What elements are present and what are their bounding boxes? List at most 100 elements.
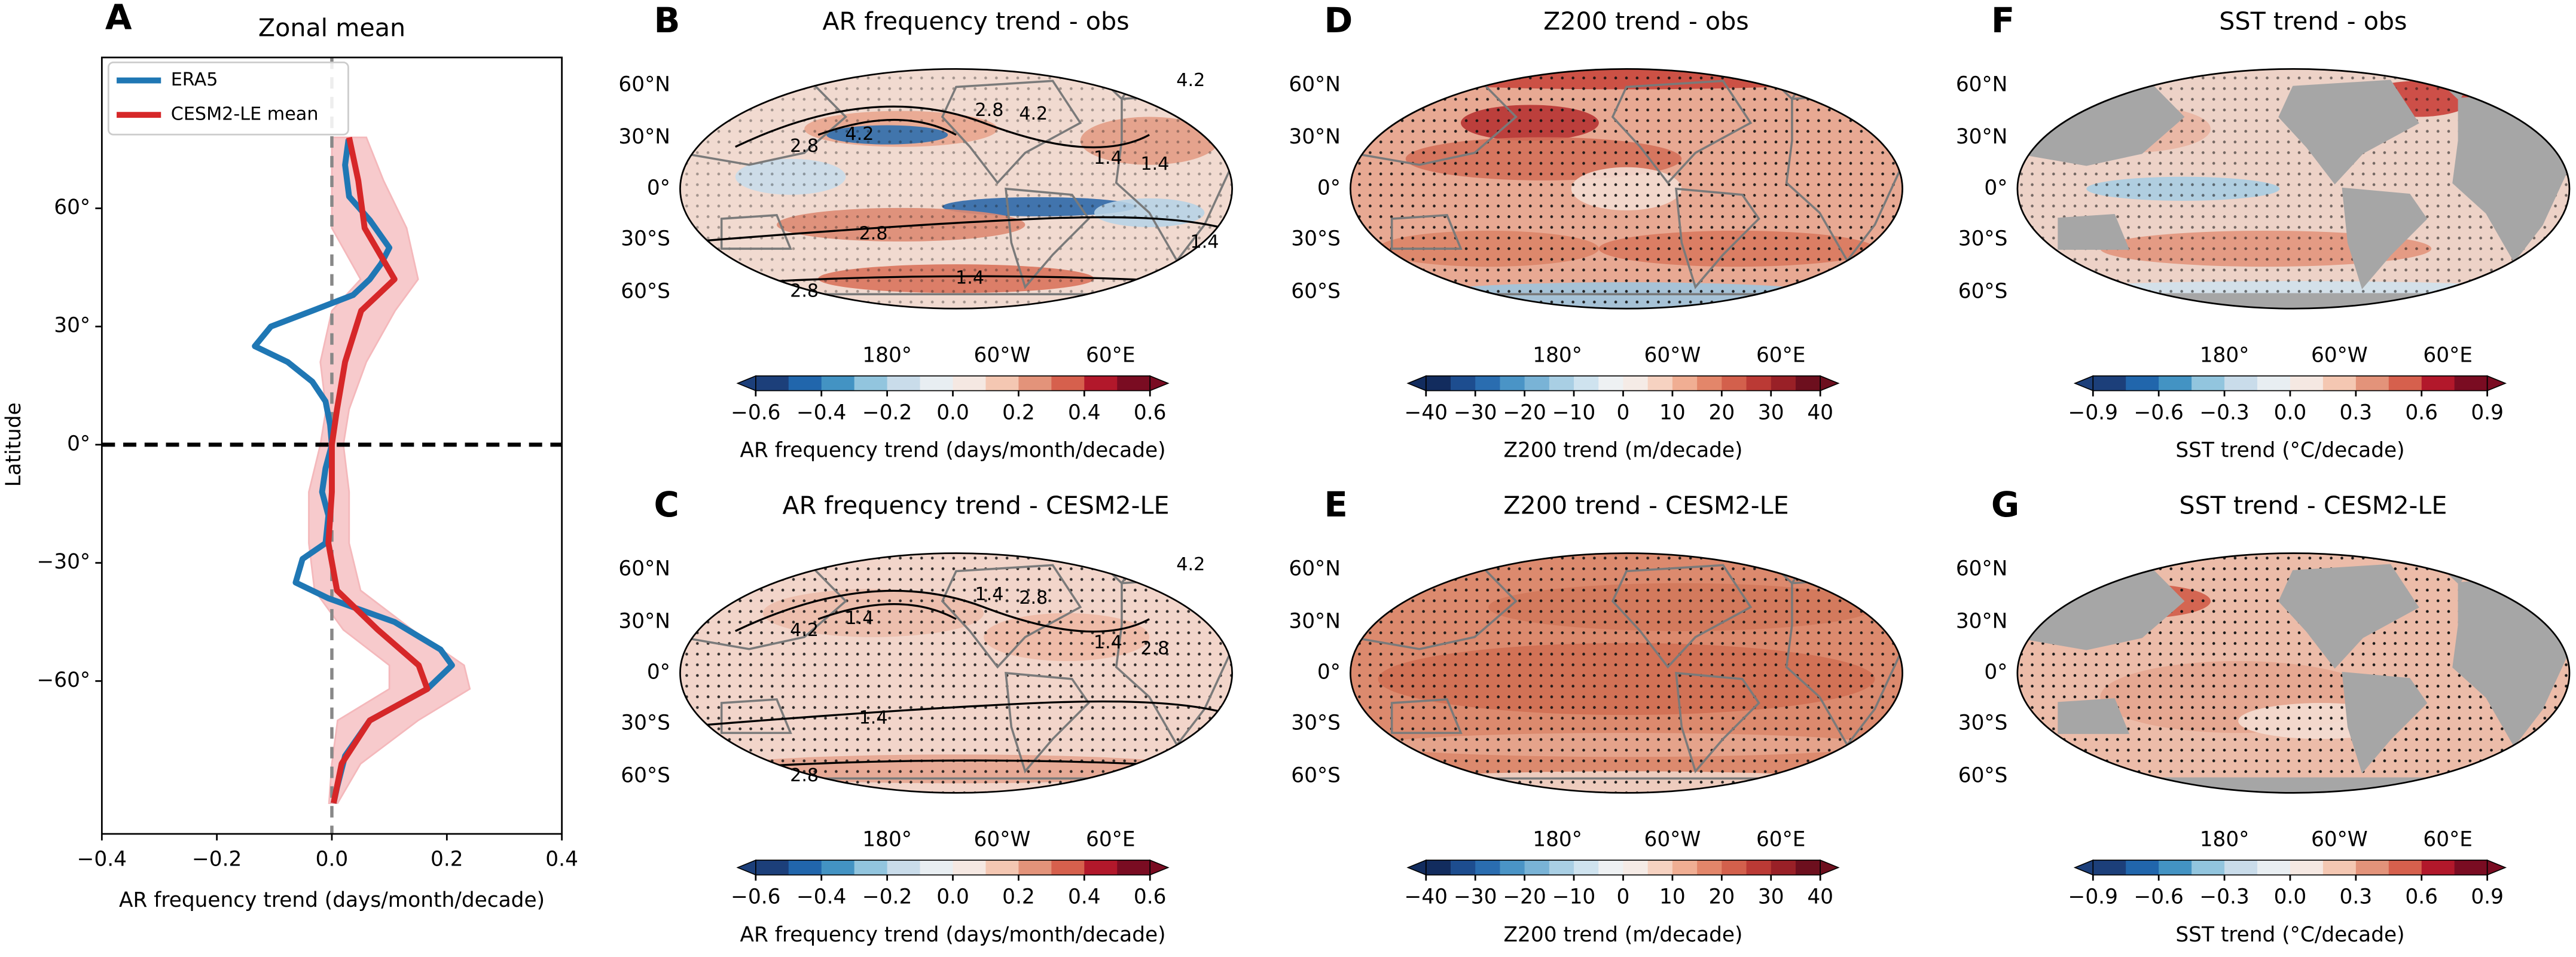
colorbar-swatch bbox=[887, 860, 921, 875]
coastline bbox=[680, 777, 1232, 793]
land-mask bbox=[2278, 80, 2419, 185]
land-mask bbox=[2278, 564, 2419, 669]
colorbar-swatch bbox=[1524, 375, 1550, 391]
colorbar-swatch bbox=[2355, 860, 2389, 875]
contour bbox=[735, 105, 1150, 149]
colorbar-swatch bbox=[1084, 860, 1118, 875]
colorbar-swatch bbox=[1426, 375, 1451, 391]
colorbar-tick-label: 0.4 bbox=[1068, 401, 1101, 425]
colorbar-tick-label: 0.0 bbox=[936, 401, 969, 425]
panel-label: C bbox=[654, 484, 679, 525]
coastline bbox=[1675, 671, 1760, 773]
lat-label: 0° bbox=[1317, 176, 1341, 200]
y-tick-label: 0° bbox=[67, 432, 90, 455]
lat-label: 30°N bbox=[618, 609, 670, 633]
colorbar-tick-label: −10 bbox=[1552, 401, 1595, 425]
chart-title: Zonal mean bbox=[258, 13, 405, 42]
colorbar-tick-label: 0.6 bbox=[2405, 401, 2438, 425]
lon-label: 60°W bbox=[2311, 343, 2368, 367]
x-tick-label: −0.2 bbox=[192, 847, 242, 871]
stippling bbox=[1350, 69, 1903, 309]
lon-label: 60°W bbox=[974, 343, 1031, 367]
colorbar-tick-label: 40 bbox=[1807, 885, 1833, 909]
colorbar-swatch bbox=[985, 860, 1020, 875]
contour-label: 1.4 bbox=[975, 584, 1003, 605]
colorbar-tick-label: −0.9 bbox=[2068, 401, 2118, 425]
map-body bbox=[2017, 553, 2570, 793]
colorbar-extend bbox=[1820, 859, 1840, 876]
lon-label: 60°E bbox=[1086, 828, 1136, 852]
spread-area bbox=[308, 136, 471, 805]
colorbar-swatch bbox=[1450, 375, 1476, 391]
lat-label: 0° bbox=[1984, 176, 2007, 200]
colorbar-swatch bbox=[1746, 860, 1772, 875]
colorbar-tick-label: −0.3 bbox=[2199, 885, 2249, 909]
lat-label: 30°N bbox=[1289, 609, 1341, 633]
lon-label: 60°E bbox=[1086, 343, 1136, 367]
panel-label: F bbox=[1991, 0, 2015, 41]
colorbar-swatch bbox=[1117, 860, 1151, 875]
colorbar-swatch bbox=[2388, 375, 2422, 391]
colorbar-tick-label: −30 bbox=[1454, 885, 1497, 909]
map-title: Z200 trend - CESM2-LE bbox=[1503, 491, 1788, 520]
colorbar-tick-label: −40 bbox=[1405, 401, 1448, 425]
contour-label: 2.8 bbox=[1019, 588, 1048, 609]
contour-label: 1.4 bbox=[956, 268, 984, 289]
lon-label: 60°E bbox=[1756, 343, 1806, 367]
map-title: AR frequency trend - CESM2-LE bbox=[782, 491, 1169, 520]
colorbar-swatch bbox=[1475, 860, 1501, 875]
lon-label: 180° bbox=[862, 828, 912, 852]
colorbar-extend bbox=[1820, 375, 1840, 392]
colorbar-tick-label: 0.9 bbox=[2471, 401, 2504, 425]
x-tick-label: 0.2 bbox=[431, 847, 463, 871]
colorbar-swatch bbox=[1084, 375, 1118, 391]
lon-label: 180° bbox=[1533, 343, 1582, 367]
map-body bbox=[680, 553, 1232, 793]
coastline bbox=[1390, 214, 1463, 250]
colorbar-swatch bbox=[953, 860, 987, 875]
colorbar-tick-label: 0 bbox=[1617, 885, 1630, 909]
panel-label: E bbox=[1324, 484, 1347, 525]
colorbar-swatch bbox=[1722, 860, 1747, 875]
map-body bbox=[680, 69, 1232, 309]
colorbar-tick-label: 10 bbox=[1659, 401, 1686, 425]
lat-label: 30°N bbox=[1956, 609, 2008, 633]
colorbar-swatch bbox=[1795, 860, 1821, 875]
colorbar-tick-label: −20 bbox=[1503, 885, 1546, 909]
land-mask bbox=[2342, 671, 2428, 773]
land-mask bbox=[2058, 698, 2130, 734]
colorbar-swatch bbox=[1018, 375, 1052, 391]
lat-label: 30°S bbox=[1291, 227, 1341, 250]
colorbar-swatch bbox=[953, 375, 987, 391]
colorbar-swatch bbox=[2290, 860, 2324, 875]
panel-label: A bbox=[105, 0, 132, 38]
colorbar-swatch bbox=[2192, 375, 2225, 391]
colorbar-tick-label: 0.0 bbox=[2274, 885, 2307, 909]
colorbar-swatch bbox=[1647, 860, 1673, 875]
coastline bbox=[1675, 187, 1760, 289]
lon-label: 180° bbox=[1533, 828, 1582, 852]
colorbar-tick-label: 20 bbox=[1708, 885, 1735, 909]
colorbar-label: Z200 trend (m/decade) bbox=[1503, 439, 1742, 463]
colorbar-swatch bbox=[920, 375, 954, 391]
colorbar-extend bbox=[736, 375, 756, 392]
contour-label: 4.2 bbox=[1176, 70, 1205, 91]
coastline bbox=[1611, 564, 1753, 669]
lat-label: 60°S bbox=[1291, 279, 1341, 303]
lat-label: 60°N bbox=[1956, 72, 2008, 96]
land-mask bbox=[2342, 187, 2428, 289]
map-body bbox=[1350, 69, 1903, 309]
legend-box bbox=[107, 61, 349, 136]
colorbar-swatch bbox=[1623, 375, 1649, 391]
colorbar-swatch bbox=[920, 860, 954, 875]
coastline bbox=[1390, 698, 1463, 734]
colorbar-tick-label: −30 bbox=[1454, 401, 1497, 425]
map-outline bbox=[679, 552, 1233, 794]
y-axis-label: Latitude bbox=[2, 402, 26, 487]
contour bbox=[680, 700, 1232, 728]
colorbar-swatch bbox=[1500, 375, 1525, 391]
contour-label: 2.8 bbox=[975, 100, 1003, 121]
colorbar-tick-label: 30 bbox=[1758, 401, 1784, 425]
